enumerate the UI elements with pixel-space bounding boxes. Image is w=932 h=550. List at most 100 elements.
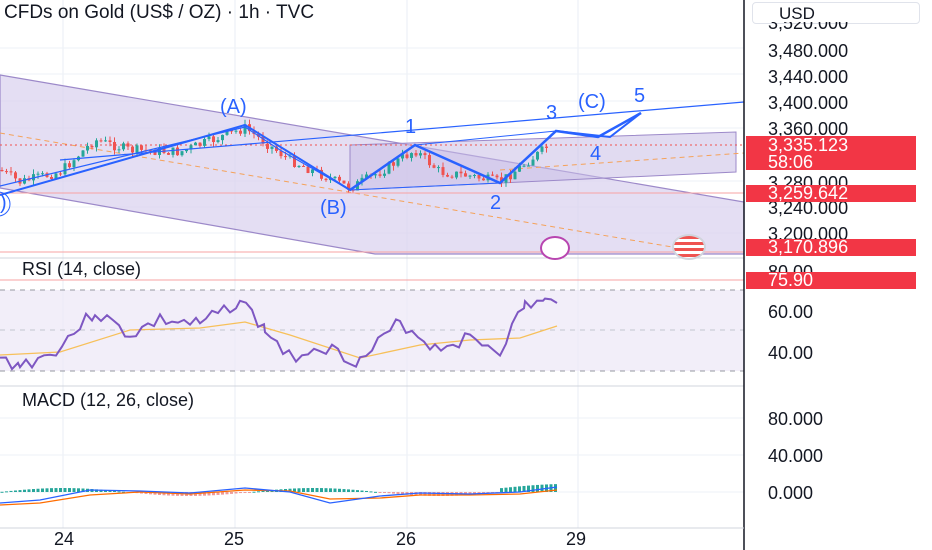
rsi-label[interactable]: RSI (14, close) (22, 259, 142, 279)
macd-bar (311, 488, 314, 492)
macd-bar (113, 490, 116, 492)
macd-bar (9, 490, 13, 492)
current-price-value: 3,335.123 (768, 135, 849, 155)
macd-bar (225, 492, 229, 495)
candle (99, 140, 103, 142)
candle (68, 163, 71, 168)
macd-bar (203, 492, 206, 496)
candle (261, 136, 265, 144)
macd-bar (149, 492, 152, 495)
macd-bar (509, 487, 512, 492)
candle (302, 165, 305, 167)
macd-bar (261, 490, 265, 492)
candle (419, 153, 422, 156)
candle (167, 152, 170, 155)
candle (194, 142, 197, 146)
wave-label-left-partial: ) (0, 192, 7, 214)
wave-connector[interactable] (414, 130, 557, 146)
candle (117, 149, 121, 151)
candle (401, 154, 404, 159)
macd-line[interactable] (0, 486, 558, 504)
upper-trendline[interactable] (59, 101, 745, 161)
level-2-tag[interactable]: 3,170.896 (746, 238, 916, 256)
wave-label-c: (C) (578, 91, 606, 113)
candle (63, 163, 67, 175)
candle (0, 170, 4, 172)
candle (59, 173, 62, 175)
candle (437, 167, 440, 169)
candle (513, 171, 517, 180)
rsi-line[interactable] (0, 297, 558, 371)
macd-bar (320, 488, 323, 492)
flash-icon[interactable] (540, 236, 570, 260)
candle (536, 151, 539, 160)
macd-bar (122, 491, 125, 493)
macd-bar (518, 486, 521, 492)
candle (365, 174, 368, 178)
rsi-value-tag[interactable]: 75.90 (746, 271, 916, 289)
macd-bar (72, 488, 76, 492)
wave-12345-line[interactable] (349, 111, 642, 192)
candle (545, 146, 548, 148)
candle (216, 140, 220, 143)
chart-title[interactable]: CFDs on Gold (US$ / OZ) · 1h · TVC (4, 2, 315, 23)
candle (126, 143, 130, 147)
level-1-tag[interactable]: 3,259.642 (746, 184, 916, 202)
macd-bar (212, 492, 215, 496)
candle (455, 171, 458, 178)
macd-label[interactable]: MACD (12, 26, close) (22, 390, 195, 410)
macd-bar (522, 485, 526, 492)
candle (50, 176, 53, 179)
macd-bar (77, 488, 80, 492)
macd-bar (243, 492, 247, 493)
candle (306, 166, 310, 173)
macd-bar (554, 484, 557, 492)
rsi-ma-line[interactable] (0, 321, 558, 359)
macd-bar (266, 490, 269, 492)
candle (9, 171, 13, 173)
candle (36, 173, 40, 175)
candle (54, 173, 58, 179)
wave-internal-lines[interactable] (0, 126, 351, 191)
macd-scale-40: 40.000 (768, 446, 824, 466)
macd-bar (432, 492, 436, 496)
macd-bar (50, 488, 53, 492)
macd-bar (500, 488, 503, 492)
macd-bar (59, 488, 62, 492)
macd-signal-line[interactable] (0, 489, 558, 506)
lower-wave-line[interactable] (349, 182, 501, 191)
wave-marker-circle (0, 191, 11, 217)
macd-scale-0: 0.000 (768, 483, 814, 503)
candle (360, 177, 364, 182)
candle (14, 172, 17, 179)
candle (275, 146, 278, 151)
price-label-3440: 3,440.000 (768, 67, 849, 87)
macd-bar (513, 486, 517, 492)
candle-countdown: 58:06 (768, 152, 814, 172)
candle (230, 130, 233, 132)
candle (176, 147, 179, 156)
candle (90, 145, 94, 148)
macd-bar (333, 488, 337, 492)
macd-bar (293, 488, 296, 492)
macd-bar (252, 491, 256, 493)
macd-bar (27, 489, 31, 492)
candle (113, 141, 116, 151)
candle (446, 174, 449, 177)
macd-bar (369, 491, 373, 493)
candle (207, 136, 211, 140)
candle (450, 176, 454, 178)
macd-bar (540, 484, 544, 492)
macd-bar (428, 492, 431, 496)
macd-bar (108, 490, 112, 492)
us-flag-icon[interactable] (672, 234, 706, 260)
candle (464, 173, 467, 177)
time-label-26: 26 (396, 529, 417, 549)
current-price-tag[interactable]: 3,335.123 58:06 (746, 135, 916, 172)
candle (104, 140, 107, 142)
macd-bar (158, 492, 161, 495)
time-label-29: 29 (566, 529, 587, 549)
price-label-3520: 3,520.000 (768, 13, 849, 33)
currency-selector[interactable]: USD (752, 2, 920, 24)
